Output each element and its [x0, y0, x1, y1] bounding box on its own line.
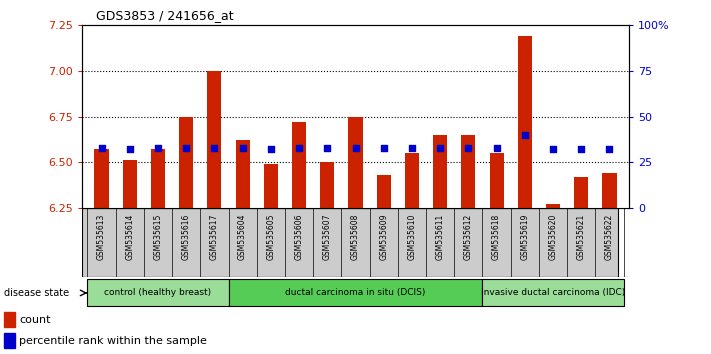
Bar — [377, 175, 391, 208]
Point — [294, 145, 305, 150]
Text: GSM535609: GSM535609 — [379, 213, 388, 260]
Bar — [490, 153, 503, 208]
Bar — [264, 164, 278, 208]
Text: invasive ductal carcinoma (IDC): invasive ductal carcinoma (IDC) — [481, 289, 625, 297]
Point — [519, 132, 530, 138]
Bar — [433, 135, 447, 208]
Point — [209, 145, 220, 150]
Point — [378, 145, 390, 150]
Text: GSM535610: GSM535610 — [407, 213, 417, 260]
Bar — [235, 140, 250, 208]
Text: GSM535615: GSM535615 — [154, 213, 162, 260]
Point — [152, 145, 164, 150]
Text: ductal carcinoma in situ (DCIS): ductal carcinoma in situ (DCIS) — [285, 289, 426, 297]
Point — [604, 147, 615, 152]
Text: GDS3853 / 241656_at: GDS3853 / 241656_at — [96, 9, 234, 22]
Bar — [87, 279, 228, 307]
Bar — [292, 122, 306, 208]
Bar — [179, 117, 193, 208]
Point — [265, 147, 277, 152]
Point — [321, 145, 333, 150]
Point — [96, 145, 107, 150]
Text: GSM535611: GSM535611 — [436, 213, 444, 259]
Text: count: count — [19, 315, 50, 325]
Bar — [4, 312, 15, 327]
Text: disease state: disease state — [4, 288, 69, 298]
Text: GSM535616: GSM535616 — [182, 213, 191, 260]
Text: GSM535618: GSM535618 — [492, 213, 501, 259]
Text: GSM535607: GSM535607 — [323, 213, 332, 260]
Bar — [461, 135, 476, 208]
Point — [434, 145, 446, 150]
Bar — [320, 162, 334, 208]
Text: GSM535621: GSM535621 — [577, 213, 586, 259]
Text: GSM535622: GSM535622 — [605, 213, 614, 259]
Bar — [208, 71, 221, 208]
Bar — [405, 153, 419, 208]
Point — [406, 145, 417, 150]
Text: GSM535605: GSM535605 — [267, 213, 275, 260]
Text: GSM535608: GSM535608 — [351, 213, 360, 260]
Point — [237, 145, 248, 150]
Text: GSM535619: GSM535619 — [520, 213, 529, 260]
Point — [576, 147, 587, 152]
Bar — [4, 333, 15, 348]
Text: GSM535612: GSM535612 — [464, 213, 473, 259]
Point — [350, 145, 361, 150]
Bar — [123, 160, 137, 208]
Bar — [483, 279, 624, 307]
Point — [181, 145, 192, 150]
Bar — [151, 149, 165, 208]
Point — [124, 147, 135, 152]
Text: GSM535617: GSM535617 — [210, 213, 219, 260]
Point — [491, 145, 502, 150]
Bar — [602, 173, 616, 208]
Text: control (healthy breast): control (healthy breast) — [105, 289, 211, 297]
Text: GSM535613: GSM535613 — [97, 213, 106, 260]
Text: GSM535606: GSM535606 — [294, 213, 304, 260]
Text: GSM535604: GSM535604 — [238, 213, 247, 260]
Bar — [518, 36, 532, 208]
Bar — [546, 204, 560, 208]
Bar — [95, 149, 109, 208]
Text: percentile rank within the sample: percentile rank within the sample — [19, 336, 207, 346]
Text: GSM535620: GSM535620 — [549, 213, 557, 260]
Point — [463, 145, 474, 150]
Point — [547, 147, 559, 152]
Text: GSM535614: GSM535614 — [125, 213, 134, 260]
Bar — [574, 177, 588, 208]
Bar — [228, 279, 483, 307]
Bar — [348, 117, 363, 208]
